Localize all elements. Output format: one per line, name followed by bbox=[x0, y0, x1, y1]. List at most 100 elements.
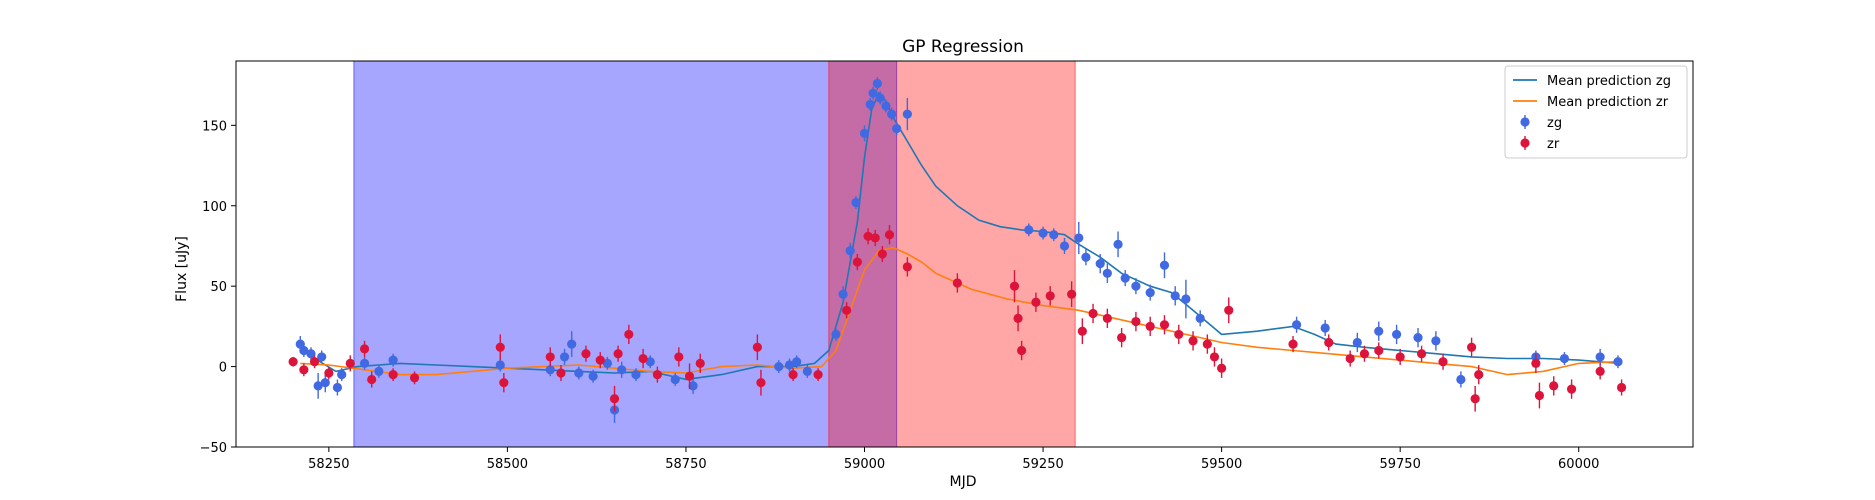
data-point-4-63 bbox=[1470, 394, 1480, 404]
data-point-3-61 bbox=[1392, 329, 1402, 340]
data-point-3-22 bbox=[670, 374, 680, 385]
y-tick-label-0: −50 bbox=[200, 441, 227, 456]
data-point-3-46 bbox=[1081, 252, 1091, 262]
data-point-4-46 bbox=[1145, 321, 1155, 331]
data-point-4-20 bbox=[674, 352, 684, 362]
data-point-4-51 bbox=[1209, 352, 1220, 362]
data-point-3-49 bbox=[1113, 239, 1123, 249]
data-point-4-67 bbox=[1549, 381, 1559, 391]
x-tick-label-1: 58500 bbox=[487, 457, 528, 472]
data-point-4-8 bbox=[409, 373, 420, 383]
data-point-4-19 bbox=[652, 370, 662, 380]
data-point-4-14 bbox=[595, 355, 605, 365]
data-point-4-64 bbox=[1474, 370, 1484, 380]
data-point-3-56 bbox=[1195, 313, 1205, 323]
data-point-4-45 bbox=[1131, 316, 1141, 327]
data-point-4-7 bbox=[388, 370, 398, 380]
data-point-4-59 bbox=[1395, 352, 1405, 362]
legend-marker-3 bbox=[1520, 117, 1530, 127]
plot-frame bbox=[235, 60, 1694, 448]
data-point-4-1 bbox=[299, 365, 309, 375]
data-point-4-0 bbox=[288, 357, 298, 367]
chart-title: GP Regression bbox=[902, 37, 1024, 57]
observed-points bbox=[288, 77, 1627, 423]
data-point-4-56 bbox=[1345, 353, 1355, 364]
data-point-3-29 bbox=[838, 289, 848, 299]
data-point-4-43 bbox=[1102, 313, 1112, 323]
data-point-4-53 bbox=[1224, 305, 1234, 315]
data-point-4-47 bbox=[1159, 320, 1170, 330]
data-point-3-40 bbox=[902, 109, 912, 119]
shaded-region-2 bbox=[828, 60, 1076, 448]
legend-box bbox=[1504, 65, 1688, 159]
data-point-3-51 bbox=[1131, 281, 1141, 291]
data-point-3-21 bbox=[645, 357, 655, 367]
legend-marker-4 bbox=[1520, 138, 1530, 148]
data-point-4-68 bbox=[1566, 384, 1577, 394]
data-point-4-57 bbox=[1359, 349, 1370, 359]
x-tick-label-6: 59750 bbox=[1379, 457, 1420, 472]
data-point-4-22 bbox=[695, 358, 705, 368]
x-axis-label: MJD bbox=[950, 474, 977, 490]
data-point-4-62 bbox=[1466, 342, 1477, 352]
data-point-3-4 bbox=[317, 352, 327, 362]
data-point-3-66 bbox=[1559, 353, 1570, 364]
data-point-4-27 bbox=[842, 305, 852, 315]
data-point-4-34 bbox=[952, 278, 962, 288]
data-point-3-25 bbox=[784, 360, 795, 370]
data-point-4-11 bbox=[545, 352, 555, 362]
data-point-4-3 bbox=[324, 368, 334, 378]
data-point-3-47 bbox=[1095, 259, 1105, 269]
data-point-3-45 bbox=[1074, 233, 1084, 243]
data-point-3-38 bbox=[887, 109, 897, 119]
data-point-4-16 bbox=[613, 349, 623, 359]
data-point-4-42 bbox=[1088, 308, 1098, 319]
data-point-3-7 bbox=[337, 370, 347, 380]
data-point-3-5 bbox=[320, 378, 330, 388]
data-point-4-18 bbox=[638, 353, 648, 364]
data-point-3-41 bbox=[1024, 225, 1034, 235]
legend-label-2: Mean prediction zr bbox=[1547, 95, 1669, 110]
data-point-4-40 bbox=[1067, 289, 1077, 299]
data-point-3-59 bbox=[1352, 337, 1362, 348]
data-point-4-26 bbox=[813, 370, 823, 380]
legend: Mean prediction zg Mean prediction zr zg zr bbox=[1504, 65, 1688, 159]
data-point-3-36 bbox=[875, 93, 885, 103]
data-point-4-50 bbox=[1202, 339, 1212, 349]
data-point-4-32 bbox=[884, 230, 895, 240]
shaded-region-1 bbox=[353, 60, 898, 448]
data-point-3-48 bbox=[1102, 268, 1112, 278]
data-point-3-58 bbox=[1320, 323, 1330, 333]
data-point-3-13 bbox=[559, 352, 570, 362]
data-point-3-54 bbox=[1170, 291, 1180, 301]
data-point-3-57 bbox=[1292, 320, 1302, 330]
data-point-4-35 bbox=[1009, 281, 1020, 291]
data-point-4-23 bbox=[752, 342, 762, 352]
data-point-3-11 bbox=[495, 360, 505, 370]
series-points-3 bbox=[295, 77, 1623, 423]
data-point-4-15 bbox=[609, 394, 620, 404]
data-point-3-62 bbox=[1413, 333, 1423, 343]
data-point-4-39 bbox=[1045, 291, 1055, 301]
series-points-4 bbox=[288, 225, 1627, 412]
data-point-3-10 bbox=[388, 355, 398, 365]
data-point-4-66 bbox=[1534, 390, 1545, 401]
data-point-4-31 bbox=[877, 249, 887, 259]
data-point-4-36 bbox=[1013, 313, 1023, 323]
data-point-4-49 bbox=[1188, 336, 1198, 346]
data-point-4-6 bbox=[367, 374, 377, 385]
axes: 58250 58500 58750 59000 59250 59500 59750 60000… bbox=[200, 60, 1694, 472]
data-point-3-12 bbox=[545, 365, 555, 375]
data-point-4-60 bbox=[1416, 349, 1427, 359]
data-point-4-65 bbox=[1531, 358, 1541, 368]
data-point-3-3 bbox=[313, 381, 323, 391]
legend-label-3: zg bbox=[1547, 116, 1562, 131]
data-point-4-2 bbox=[309, 357, 320, 367]
data-point-3-34 bbox=[868, 88, 878, 98]
data-point-3-26 bbox=[792, 357, 802, 367]
shaded-regions bbox=[353, 60, 1076, 448]
data-point-3-1 bbox=[299, 345, 309, 356]
x-tick-label-3: 59000 bbox=[844, 457, 885, 472]
data-point-4-5 bbox=[359, 344, 370, 354]
